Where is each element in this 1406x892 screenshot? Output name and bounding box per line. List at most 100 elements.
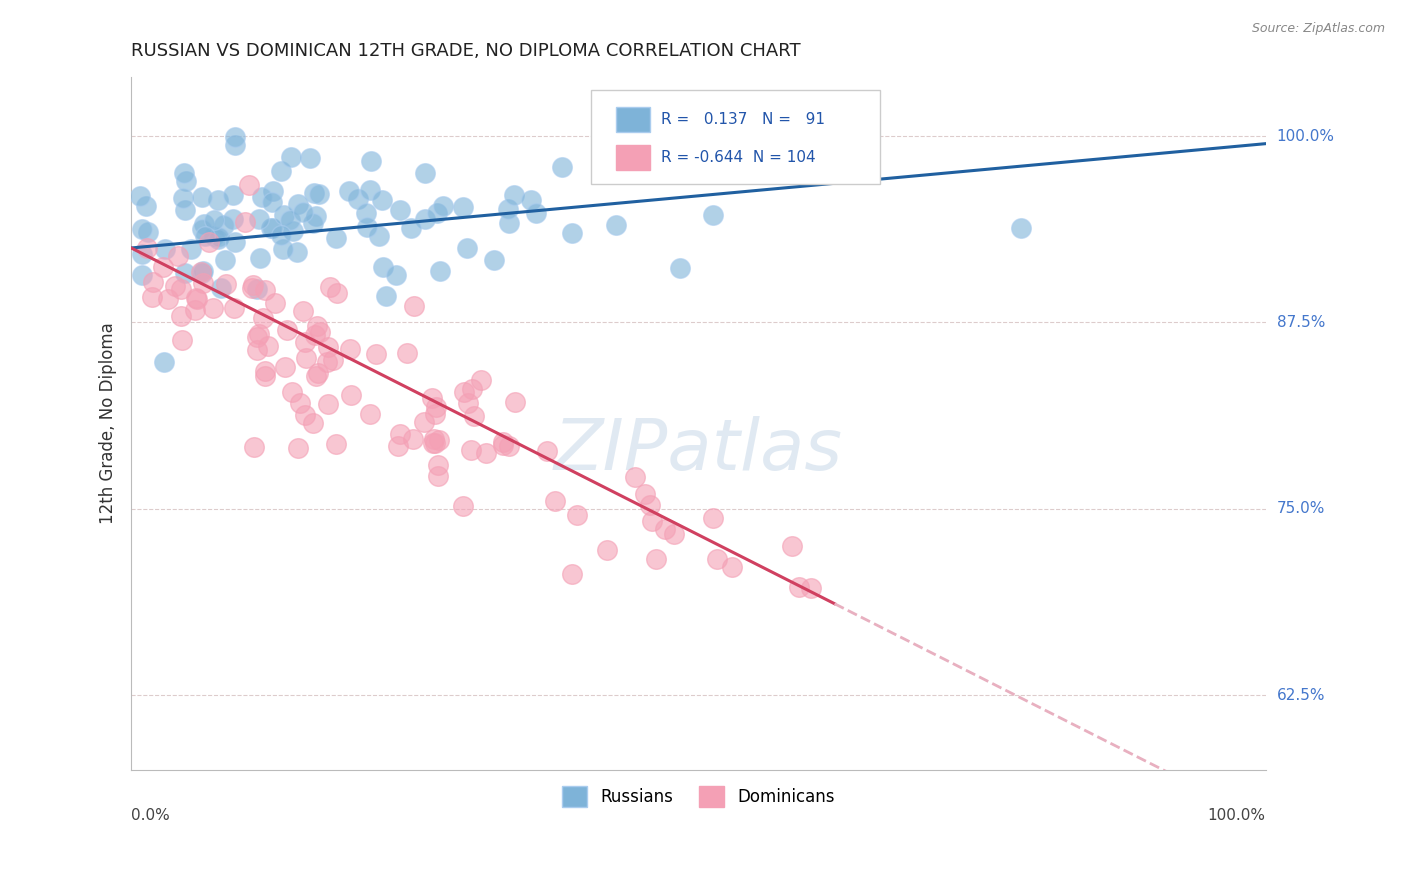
Point (706, 552, 728, 566)
Point (167, 249, 190, 263)
Point (246, 343, 269, 357)
Point (492, 438, 515, 452)
Point (339, 343, 361, 357)
Point (425, 206, 447, 220)
Point (426, 469, 449, 483)
Point (524, 206, 547, 220)
Point (191, 276, 214, 290)
Point (453, 499, 475, 513)
Point (305, 369, 328, 384)
Point (141, 290, 163, 304)
Point (288, 396, 311, 410)
Point (222, 301, 245, 316)
Point (186, 291, 208, 305)
Point (427, 433, 450, 447)
Point (224, 235, 246, 249)
Point (702, 208, 724, 222)
Point (208, 230, 231, 244)
Point (638, 498, 661, 512)
Point (356, 219, 378, 234)
Point (305, 318, 328, 333)
Point (413, 165, 436, 179)
Point (645, 551, 668, 566)
Point (565, 508, 588, 522)
Point (453, 384, 475, 399)
Point (423, 432, 446, 446)
Point (257, 339, 280, 353)
Point (425, 400, 447, 414)
Point (367, 229, 389, 244)
Point (371, 193, 394, 207)
Point (503, 395, 526, 409)
Point (634, 487, 657, 501)
Point (706, 157, 728, 171)
Point (170, 333, 193, 347)
Point (186, 292, 208, 306)
Point (174, 266, 197, 280)
Point (202, 228, 225, 243)
Point (502, 187, 524, 202)
Point (395, 346, 418, 360)
Point (270, 164, 292, 178)
Point (295, 351, 318, 366)
Point (135, 199, 157, 213)
Point (253, 368, 276, 383)
Point (190, 265, 212, 279)
Point (702, 510, 724, 524)
Point (703, 144, 725, 158)
Point (287, 197, 309, 211)
Point (387, 439, 409, 453)
Point (173, 166, 195, 180)
Point (240, 281, 263, 295)
Point (136, 225, 159, 239)
Point (215, 277, 238, 291)
Y-axis label: 12th Grade, No Diploma: 12th Grade, No Diploma (100, 322, 117, 524)
Point (423, 407, 446, 421)
Text: Source: ZipAtlas.com: Source: ZipAtlas.com (1251, 22, 1385, 36)
Point (287, 245, 309, 260)
Point (287, 441, 309, 455)
Point (423, 436, 446, 450)
Point (207, 193, 229, 207)
Point (170, 309, 193, 323)
Point (641, 514, 664, 528)
Point (475, 446, 498, 460)
Point (322, 353, 344, 368)
Point (605, 218, 627, 232)
Point (1010, 221, 1032, 235)
Point (800, 582, 823, 596)
Point (172, 190, 194, 204)
Point (142, 275, 165, 289)
Point (209, 281, 232, 295)
Point (197, 235, 219, 250)
Point (135, 241, 157, 255)
Text: 75.0%: 75.0% (1277, 501, 1324, 516)
Point (550, 161, 572, 175)
Point (668, 260, 690, 275)
Text: R =   0.137   N =   91: R = 0.137 N = 91 (661, 112, 825, 128)
Point (174, 203, 197, 218)
Bar (616, 107, 650, 132)
Point (260, 221, 283, 235)
Point (307, 366, 329, 380)
Point (301, 416, 323, 430)
Point (233, 215, 256, 229)
Point (281, 224, 304, 238)
Point (242, 440, 264, 454)
Point (222, 187, 245, 202)
Bar (616, 145, 650, 169)
Point (498, 216, 520, 230)
Point (315, 355, 337, 369)
Point (422, 436, 444, 450)
Point (429, 264, 451, 278)
Point (470, 373, 492, 387)
Point (596, 542, 619, 557)
Point (274, 360, 297, 375)
Point (254, 283, 277, 297)
Point (152, 260, 174, 274)
Point (561, 567, 583, 582)
Point (291, 304, 314, 318)
Point (280, 212, 302, 227)
Point (302, 186, 325, 200)
Point (131, 221, 153, 235)
